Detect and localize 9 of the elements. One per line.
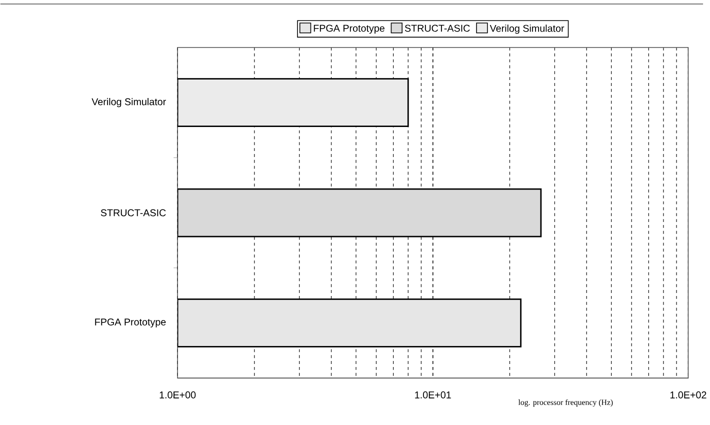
x-tick-label: 1.0E+00 bbox=[160, 392, 196, 399]
y-tick-label: STRUCT-ASIC bbox=[100, 210, 166, 216]
x-tick-label: 1.0E+02 bbox=[670, 392, 706, 399]
y-tick-label: Verilog Simulator bbox=[92, 98, 166, 108]
legend-label: Verilog Simulator bbox=[490, 24, 564, 34]
y-tick-label: FPGA Prototype bbox=[95, 318, 166, 328]
x-tick-label: 1.0E+01 bbox=[415, 392, 451, 399]
legend-label: FPGA Prototype bbox=[314, 24, 384, 34]
legend-label: STRUCT-ASIC bbox=[404, 24, 470, 32]
